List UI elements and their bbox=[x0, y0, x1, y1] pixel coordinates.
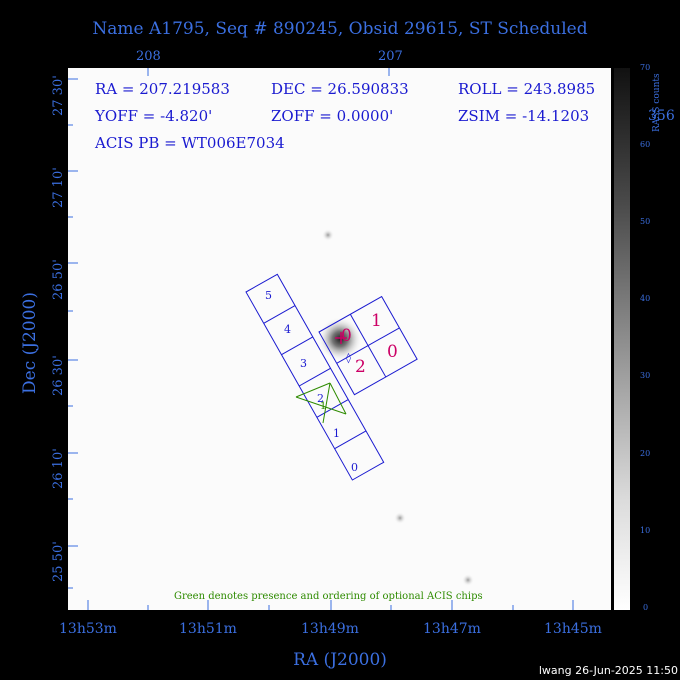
xray-source-faint bbox=[394, 512, 406, 524]
colorbar-tick-10: 10 bbox=[640, 526, 651, 535]
aimpoint-small-label: ◊ bbox=[346, 352, 351, 364]
info-roll: ROLL = 243.8985 bbox=[458, 80, 596, 98]
info-yoff: YOFF = -4.820' bbox=[95, 107, 213, 125]
info-ra: RA = 207.219583 bbox=[95, 80, 230, 98]
xray-source-faint bbox=[462, 574, 474, 586]
y-tick-27-10: 27 10' bbox=[51, 167, 66, 208]
colorbar-tick-30: 30 bbox=[640, 371, 651, 380]
chip-label-i0a: 0 bbox=[341, 326, 352, 346]
chip-label-s2: 2 bbox=[317, 392, 324, 405]
acis-i-array bbox=[318, 295, 418, 396]
x-tick-13h53m: 13h53m bbox=[59, 621, 117, 637]
colorbar-tick-20: 20 bbox=[640, 449, 651, 458]
colorbar-tick-70: 70 bbox=[640, 63, 651, 72]
colorbar-tick-0: 0 bbox=[643, 603, 649, 612]
info-acis-pb: ACIS PB = WT006E7034 bbox=[95, 134, 285, 152]
x-tick-13h51m: 13h51m bbox=[179, 621, 237, 637]
axis-ticks bbox=[68, 68, 574, 610]
y-tick-26-30: 26 30' bbox=[51, 355, 66, 396]
chip-label-s1: 1 bbox=[333, 427, 340, 440]
info-zsim: ZSIM = -14.1203 bbox=[458, 107, 590, 125]
top-tick-207: 207 bbox=[378, 49, 403, 64]
y-tick-25-50: 25 50' bbox=[51, 541, 66, 582]
optional-chips-marker bbox=[295, 382, 347, 424]
field-overlay: ◊ bbox=[68, 68, 574, 610]
sky-image: ◊ RA = 207.219583 DEC = 26.590833 ROLL =… bbox=[68, 68, 611, 610]
x-tick-13h47m: 13h47m bbox=[423, 621, 481, 637]
info-dec: DEC = 26.590833 bbox=[271, 80, 409, 98]
colorbar bbox=[614, 68, 630, 610]
x-tick-13h45m: 13h45m bbox=[544, 621, 602, 637]
y-tick-26-50: 26 50' bbox=[51, 259, 66, 300]
optional-chip-label-1: 1 bbox=[320, 401, 327, 412]
xray-source-faint bbox=[322, 229, 334, 241]
chip-label-s4: 4 bbox=[284, 323, 291, 336]
chip-label-s5: 5 bbox=[265, 289, 272, 302]
chip-label-i2: 2 bbox=[355, 357, 366, 377]
chip-label-i1: 1 bbox=[371, 311, 382, 331]
optional-chips-note: Green denotes presence and ordering of o… bbox=[174, 591, 483, 602]
x-axis-label: RA (J2000) bbox=[293, 650, 387, 670]
y-axis-label: Dec (J2000) bbox=[20, 292, 40, 394]
colorbar-tick-50: 50 bbox=[640, 217, 651, 226]
footer-timestamp: lwang 26-Jun-2025 11:50 bbox=[538, 664, 678, 677]
aimpoint-marker bbox=[335, 332, 347, 344]
y-tick-27-30: 27 30' bbox=[51, 75, 66, 116]
x-tick-13h49m: 13h49m bbox=[301, 621, 359, 637]
colorbar-overflow-label: 356 bbox=[648, 108, 675, 124]
top-tick-208: 208 bbox=[136, 49, 161, 64]
chip-label-i0b: 0 bbox=[387, 342, 398, 362]
chip-label-s3: 3 bbox=[300, 357, 307, 370]
info-zoff: ZOFF = 0.0000' bbox=[271, 107, 394, 125]
colorbar-tick-60: 60 bbox=[640, 140, 651, 149]
plot-title: Name A1795, Seq # 890245, Obsid 29615, S… bbox=[92, 19, 588, 39]
y-tick-26-10: 26 10' bbox=[51, 448, 66, 489]
colorbar-tick-40: 40 bbox=[640, 294, 651, 303]
acis-s-array bbox=[245, 273, 385, 481]
chip-label-s0: 0 bbox=[351, 461, 358, 474]
